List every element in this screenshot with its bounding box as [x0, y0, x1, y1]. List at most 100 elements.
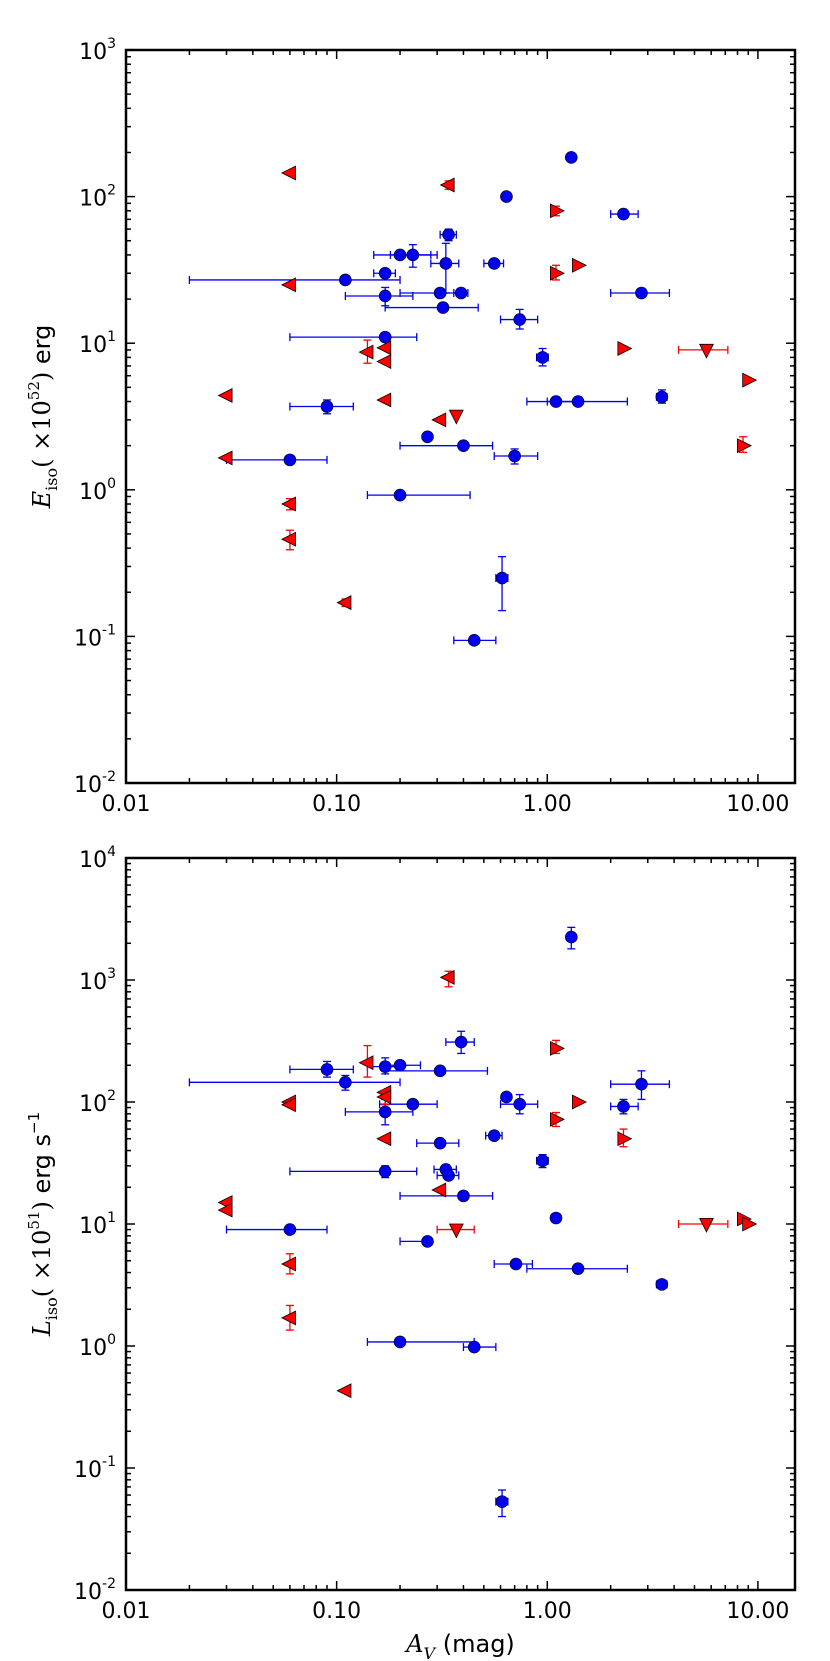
y-tick-label: 101 — [79, 1210, 116, 1239]
data-point — [536, 351, 549, 364]
x-tick-label: 0.01 — [102, 792, 151, 817]
data-point — [571, 395, 585, 408]
y-tick-label: 10-2 — [74, 1576, 116, 1605]
limit-marker — [549, 203, 565, 219]
data-point — [454, 286, 468, 300]
limit-marker — [699, 343, 714, 359]
data-point — [549, 1211, 563, 1225]
series-detections — [188, 151, 671, 647]
data-point — [378, 1105, 392, 1119]
y-tick-label: 10-2 — [74, 769, 116, 798]
plot-frame — [124, 48, 797, 785]
data-point — [487, 257, 501, 270]
limit-marker — [742, 1216, 758, 1232]
data-point — [655, 390, 669, 404]
limit-marker — [572, 257, 587, 273]
limit-marker — [217, 1202, 233, 1218]
data-point — [495, 571, 509, 585]
x-tick-label: 1.00 — [523, 1599, 572, 1624]
data-point — [442, 1169, 455, 1182]
limit-marker — [617, 341, 633, 356]
limit-marker — [376, 1089, 392, 1105]
top-panel: 0.01 0.10 1.00 10.00 10-2 10-1 100 101 102 103 Eis… — [25, 36, 797, 817]
data-point — [393, 1335, 407, 1349]
data-point — [339, 273, 352, 287]
limit-marker — [376, 392, 392, 408]
data-point — [421, 1235, 434, 1248]
x-tick-label: 0.10 — [312, 1599, 361, 1624]
limit-marker — [439, 177, 455, 193]
limit-marker — [431, 1182, 447, 1198]
limit-marker — [699, 1218, 714, 1233]
data-point — [320, 400, 334, 413]
limit-marker — [281, 1310, 296, 1326]
limit-marker — [281, 277, 296, 293]
limit-marker — [376, 1131, 392, 1147]
data-point — [283, 453, 297, 467]
limit-marker — [431, 412, 447, 428]
limit-marker — [549, 265, 565, 281]
limit-marker — [439, 969, 455, 985]
x-tick-label: 0.10 — [312, 792, 361, 817]
bottom-panel: 0.01 0.10 1.00 10.00 10-2 10-1 100 101 102 103 104… — [25, 844, 797, 1661]
y-tick-label: 100 — [79, 1332, 116, 1361]
data-point — [439, 257, 453, 270]
data-point — [500, 1090, 513, 1104]
data-point — [393, 1058, 407, 1072]
data-point — [571, 1262, 585, 1276]
data-point — [339, 1076, 352, 1089]
data-point — [393, 488, 407, 502]
limit-marker — [358, 1055, 374, 1071]
data-point — [617, 1100, 630, 1113]
data-point — [508, 449, 521, 463]
data-point — [509, 1257, 523, 1271]
y-tick-label: 10-1 — [74, 622, 116, 651]
limit-marker — [336, 1383, 352, 1399]
x-tick-label: 10.00 — [726, 792, 789, 817]
limit-marker — [448, 1223, 464, 1239]
y-tick-label: 10-1 — [74, 1454, 116, 1483]
data-point — [617, 207, 630, 221]
y-axis-label: Eiso( ×1052) erg — [25, 325, 61, 510]
limit-marker — [376, 340, 392, 356]
limit-marker — [217, 388, 233, 403]
data-point — [495, 1495, 509, 1508]
limit-marker — [742, 372, 758, 388]
data-point — [513, 1097, 527, 1111]
data-point — [635, 286, 648, 300]
limit-marker — [617, 1131, 633, 1147]
limit-marker — [281, 1097, 296, 1113]
data-point — [655, 1278, 669, 1291]
data-point — [433, 1064, 447, 1078]
limit-marker — [549, 1040, 565, 1056]
data-point — [406, 248, 420, 262]
data-point — [378, 1165, 392, 1178]
data-point — [500, 190, 513, 203]
x-tick-label: 10.00 — [726, 1599, 789, 1624]
data-point — [635, 1077, 648, 1091]
data-point — [378, 330, 392, 344]
limit-marker — [737, 438, 752, 454]
data-point — [378, 289, 392, 303]
data-point — [536, 1154, 549, 1168]
data-point — [457, 1189, 470, 1203]
data-point — [454, 1035, 468, 1049]
data-point — [513, 313, 527, 326]
limit-marker — [376, 354, 392, 369]
data-point — [467, 1340, 481, 1354]
y-tick-label: 102 — [79, 183, 116, 212]
x-tick-label: 0.01 — [102, 1599, 151, 1624]
limit-marker — [281, 165, 296, 181]
data-point — [378, 266, 392, 280]
x-axis-label: AV (mag) — [404, 1630, 515, 1661]
y-tick-label: 101 — [79, 329, 116, 358]
limit-marker — [281, 496, 296, 512]
series-limits — [217, 165, 758, 611]
data-point — [467, 634, 481, 647]
data-point — [421, 430, 434, 444]
limit-marker — [358, 344, 374, 360]
data-point — [433, 1136, 447, 1150]
y-tick-label: 103 — [79, 966, 116, 995]
y-tick-label: 104 — [79, 844, 116, 873]
